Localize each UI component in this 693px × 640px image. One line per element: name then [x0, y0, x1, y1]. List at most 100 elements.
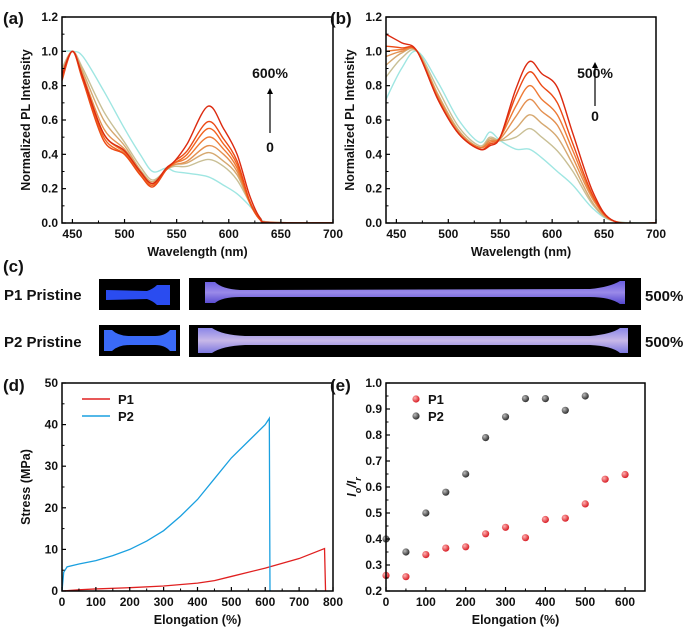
legend-marker-p1 [412, 395, 420, 403]
y-tick-label: 1.0 [365, 376, 382, 390]
plot-frame [385, 382, 646, 592]
data-point-p2 [521, 395, 530, 403]
y-axis-title-part: r [353, 477, 363, 481]
y-tick-label: 20 [45, 501, 59, 515]
y-tick-label: 0.2 [365, 182, 382, 196]
data-point-p1 [442, 544, 450, 552]
y-tick-label: 0.8 [41, 79, 58, 93]
data-point-p1 [402, 573, 410, 581]
x-tick-label: 550 [490, 227, 510, 241]
data-point-p1 [581, 500, 589, 508]
annotation-min-strain: 0 [266, 139, 274, 155]
panel-label-b: (b) [330, 9, 352, 28]
x-tick-label: 200 [456, 595, 476, 609]
x-tick-label: 450 [386, 227, 406, 241]
y-tick-label: 0.3 [365, 558, 382, 572]
x-tick-label: 400 [535, 595, 555, 609]
data-point-p2 [541, 395, 549, 403]
panel-label-c: (c) [3, 257, 24, 276]
y-tick-label: 0.0 [365, 216, 382, 230]
series-line-p2 [62, 416, 271, 591]
x-tick-label: 650 [594, 227, 614, 241]
x-tick-label: 600 [255, 595, 275, 609]
legend-label-p1: P1 [118, 392, 134, 407]
plot-frame [385, 16, 657, 224]
annotation-min-strain: 0 [591, 108, 599, 124]
panel-label-e: (e) [330, 376, 351, 395]
row-strain-p2: 500% [645, 334, 683, 351]
x-tick-label: 600 [615, 595, 635, 609]
row-label-p1: P1 Pristine [4, 287, 82, 304]
data-point-p1 [521, 534, 530, 542]
y-tick-label: 1.0 [41, 44, 58, 58]
row-label-p2: P2 Pristine [4, 334, 82, 351]
annotation-max-strain: 600% [252, 65, 288, 81]
data-point-p2 [501, 413, 510, 421]
data-point-p1 [621, 470, 629, 479]
panel-c: (c) P1 Pristine 500% P2 Pristine 500% [3, 257, 683, 357]
y-tick-label: 1.2 [41, 10, 58, 24]
arrow-up-icon [267, 88, 273, 94]
y-tick-label: 0.0 [41, 216, 58, 230]
legend-label-p2: P2 [428, 409, 444, 424]
y-tick-label: 40 [45, 418, 59, 432]
data-point-p1 [561, 514, 569, 522]
data-point-p2 [561, 406, 569, 414]
x-tick-label: 700 [646, 227, 666, 241]
series-line-300pct [386, 47, 656, 223]
x-tick-label: 300 [496, 595, 516, 609]
data-point-p1 [462, 543, 470, 551]
series-line-100pct [386, 48, 656, 223]
series-line-600pct [62, 50, 333, 223]
y-tick-label: 0.2 [365, 584, 382, 598]
data-point-p2 [442, 488, 450, 496]
plot-area [386, 33, 656, 223]
legend-label-p1: P1 [428, 392, 444, 407]
y-tick-label: 50 [45, 376, 59, 390]
y-tick-label: 0.6 [41, 113, 58, 127]
y-tick-label: 0 [51, 584, 58, 598]
y-tick-label: 0.9 [365, 402, 382, 416]
x-tick-label: 500 [438, 227, 458, 241]
series-line-550pct [62, 50, 333, 223]
data-point-p2 [462, 470, 470, 478]
x-tick-label: 500 [575, 595, 595, 609]
data-point-p1 [541, 515, 549, 524]
y-axis-title-part: / [345, 483, 359, 489]
panel-e: (e) 0 100 200 300 400 500 600 0.2 0.3 0.4 0.5 0.6 0.7… [330, 376, 646, 627]
y-axis-title: Io/Ir [345, 477, 363, 497]
series-line-p1 [62, 547, 327, 591]
sample-row-p1: P1 Pristine 500% [4, 278, 683, 310]
arrow-up-icon [592, 62, 598, 68]
p2-pristine-strip [104, 330, 176, 351]
y-tick-label: 0.4 [365, 147, 382, 161]
p1-stretched-strip [205, 281, 625, 304]
data-point-p2 [402, 548, 410, 556]
y-tick-label: 0.4 [41, 147, 58, 161]
series-line-0pct [386, 50, 656, 223]
x-tick-label: 500 [115, 227, 135, 241]
y-tick-label: 0.6 [365, 113, 382, 127]
y-tick-label: 30 [45, 459, 59, 473]
x-tick-label: 700 [323, 227, 343, 241]
legend-marker-p2 [412, 412, 420, 420]
x-tick-label: 100 [86, 595, 106, 609]
data-point-p1 [482, 530, 490, 538]
y-tick-label: 0.7 [365, 454, 382, 468]
y-tick-label: 0.5 [365, 506, 382, 520]
x-tick-label: 600 [219, 227, 239, 241]
x-tick-label: 700 [289, 595, 309, 609]
x-axis-title: Wavelength (nm) [147, 245, 247, 259]
data-point-p1 [501, 523, 510, 531]
data-point-p1 [601, 475, 609, 483]
panel-label-a: (a) [3, 9, 24, 28]
panel-d: (d) 0 100 200 300 400 500 600 700 800 0 10 20 30 40 50 E… [3, 376, 343, 627]
y-axis-title: Stress (MPa) [19, 449, 33, 525]
data-point-p1 [422, 551, 430, 559]
y-tick-label: 10 [45, 542, 59, 556]
p1-pristine-strip [106, 285, 170, 305]
plot-frame [61, 16, 334, 224]
x-tick-label: 600 [542, 227, 562, 241]
x-axis-title: Elongation (%) [154, 613, 242, 627]
